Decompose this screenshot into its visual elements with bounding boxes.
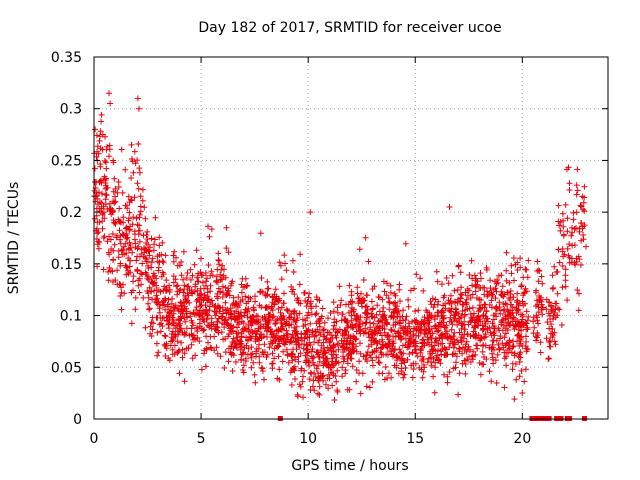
y-tick-label: 0.1 bbox=[60, 309, 82, 325]
y-tick-label: 0.05 bbox=[51, 360, 82, 376]
x-tick-label: 15 bbox=[406, 431, 424, 447]
y-axis-ticks: 0 0.05 0.1 0.15 0.2 0.25 0.3 0.35 bbox=[51, 50, 608, 428]
chart-title: Day 182 of 2017, SRMTID for receiver uco… bbox=[198, 20, 501, 36]
y-axis-label: SRMTID / TECUs bbox=[6, 182, 22, 295]
x-tick-label: 0 bbox=[90, 431, 99, 447]
x-tick-label: 10 bbox=[299, 431, 317, 447]
x-axis-label: GPS time / hours bbox=[291, 458, 408, 474]
y-tick-label: 0.3 bbox=[60, 102, 82, 118]
y-tick-label: 0.35 bbox=[51, 50, 82, 66]
plot-frame bbox=[93, 56, 609, 420]
scatter-points bbox=[91, 90, 589, 403]
x-tick-label: 20 bbox=[513, 431, 531, 447]
y-tick-label: 0.25 bbox=[51, 153, 82, 169]
y-tick-label: 0.15 bbox=[51, 257, 82, 273]
y-tick-label: 0 bbox=[73, 412, 82, 428]
y-tick-label: 0.2 bbox=[60, 205, 82, 221]
grid-lines bbox=[94, 57, 608, 419]
x-tick-label: 5 bbox=[197, 431, 206, 447]
x-axis-ticks: 0 5 10 15 20 bbox=[90, 57, 531, 447]
